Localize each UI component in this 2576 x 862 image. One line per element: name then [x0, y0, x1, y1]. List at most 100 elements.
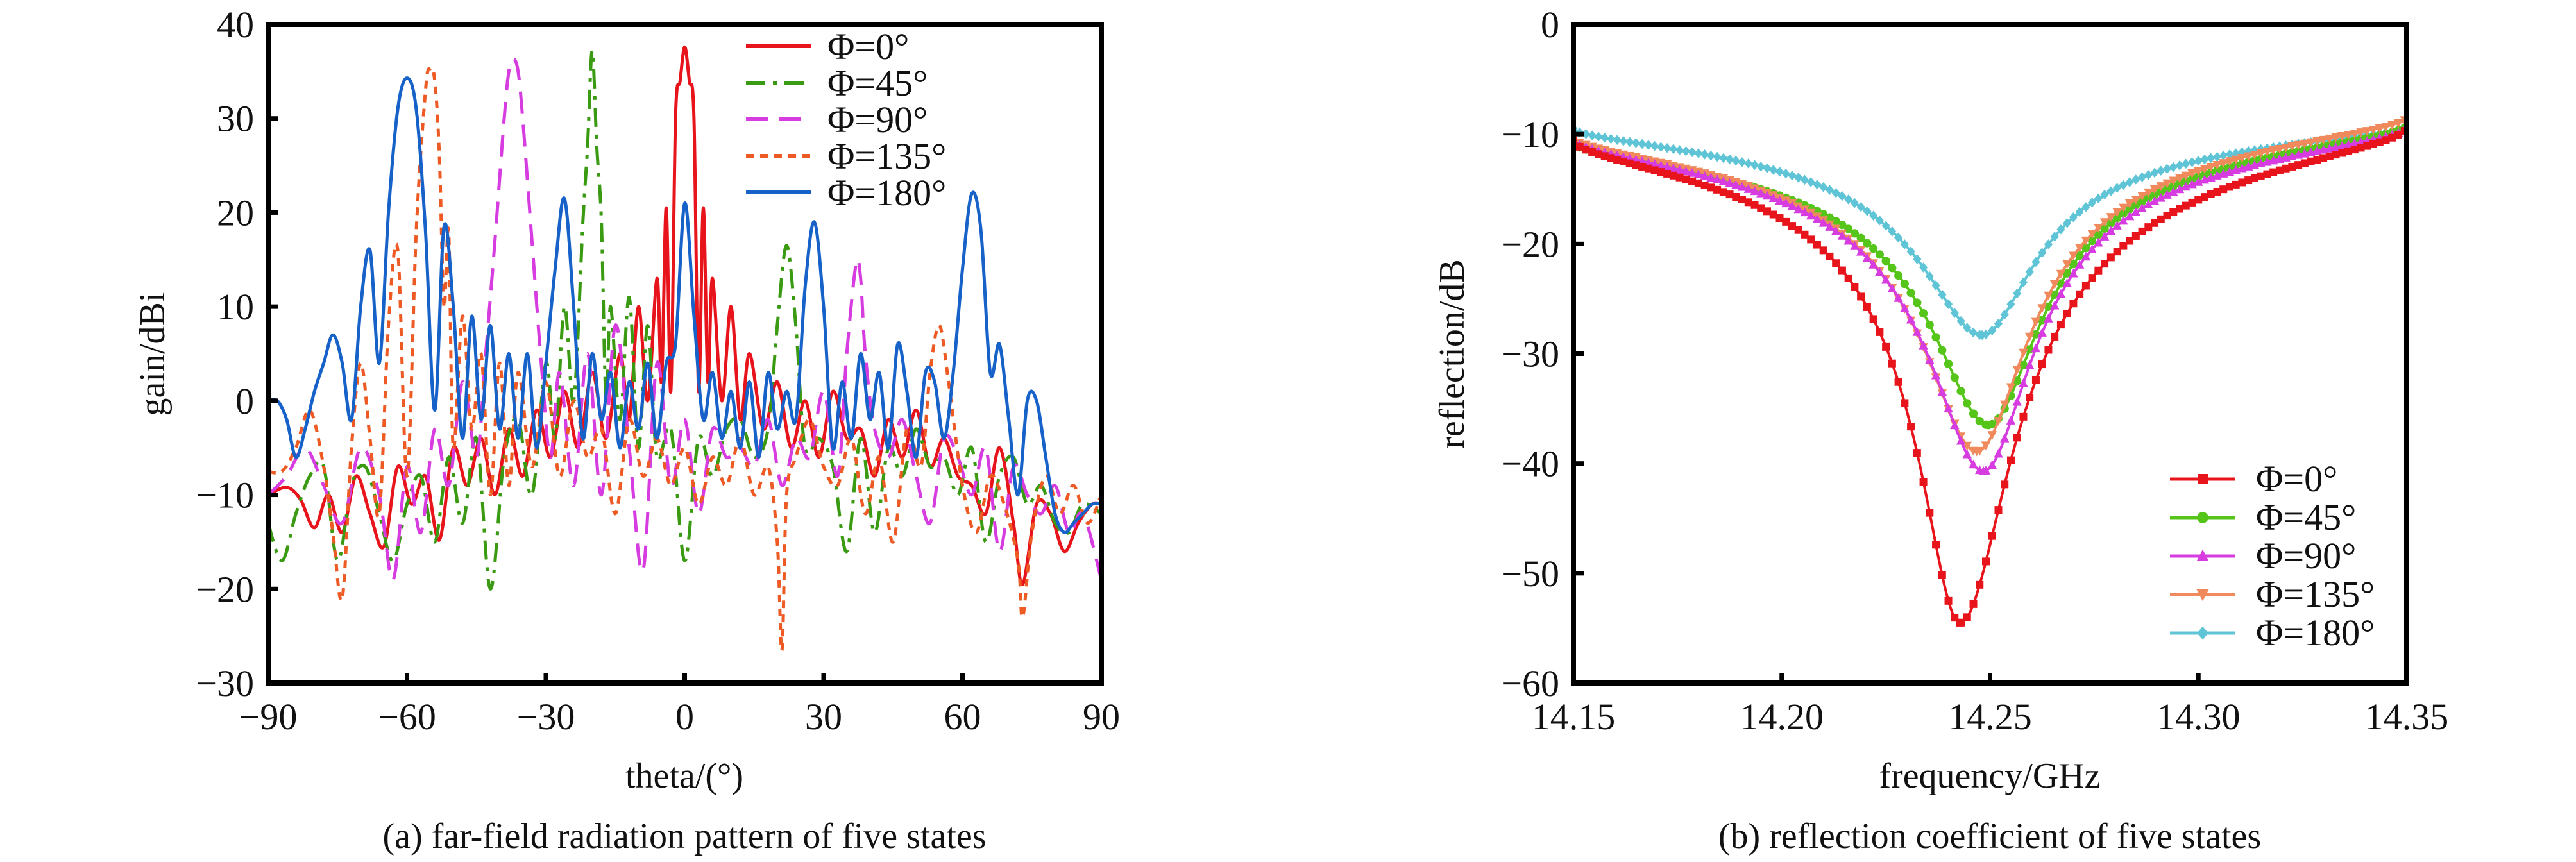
b-data-marker — [2124, 199, 2135, 208]
b-data-marker — [1806, 210, 1816, 220]
b-data-marker — [1919, 308, 1928, 318]
b-data-marker — [2112, 221, 2122, 230]
b-data-marker — [2149, 196, 2160, 205]
a-series-line-3 — [268, 66, 1101, 652]
b-data-marker — [1663, 142, 1672, 153]
b-data-marker — [2094, 193, 2103, 204]
b-data-marker — [2081, 201, 2090, 212]
b-data-marker — [1750, 160, 1759, 171]
b-data-marker — [1632, 161, 1640, 169]
b-data-marker — [1888, 359, 1896, 368]
b-data-marker — [1656, 142, 1665, 152]
b-data-marker — [2212, 161, 2222, 170]
b-data-marker — [1638, 162, 1647, 171]
b-data-marker — [2174, 184, 2185, 194]
b-data-marker — [1950, 373, 1959, 382]
b-data-marker — [1800, 174, 1809, 185]
b-data-marker — [2088, 274, 2096, 282]
b-data-marker — [1743, 184, 1753, 193]
b-data-marker — [2263, 170, 2271, 178]
b-data-marker — [1843, 235, 1853, 245]
b-data-marker — [2131, 232, 2140, 240]
b-data-marker — [1938, 571, 1946, 579]
b-data-marker — [1944, 299, 1953, 309]
b-data-marker — [2031, 343, 2041, 353]
b-data-marker — [1625, 137, 1634, 148]
b-ytick-label: −50 — [1501, 553, 1559, 595]
b-data-marker — [2119, 242, 2128, 250]
b-data-marker — [1869, 315, 1877, 323]
b-data-marker — [2144, 199, 2153, 209]
b-data-marker — [2149, 185, 2160, 194]
b-data-marker — [2375, 138, 2384, 146]
b-data-marker — [2182, 201, 2190, 210]
b-data-marker — [2031, 376, 2040, 384]
b-data-marker — [1788, 170, 1797, 181]
b-data-marker — [1718, 176, 1729, 185]
b-data-marker — [2056, 321, 2065, 329]
b-data-marker — [1900, 303, 1910, 312]
b-data-marker — [1963, 613, 1971, 621]
b-data-marker — [2157, 165, 2165, 176]
b-dip-marker — [1972, 447, 1981, 457]
b-data-marker — [1888, 226, 1897, 237]
b-data-marker — [1894, 292, 1903, 302]
b-data-marker — [1832, 259, 1840, 267]
b-data-marker — [2044, 291, 2053, 301]
b-data-marker — [1707, 183, 1715, 192]
b-data-marker — [2162, 179, 2172, 189]
b-data-marker — [2069, 251, 2078, 261]
b-data-marker — [1875, 267, 1885, 276]
b-data-marker — [2275, 166, 2284, 174]
b-data-marker — [1981, 441, 1991, 451]
b-data-marker — [1976, 580, 1984, 589]
b-data-marker — [1682, 175, 1690, 183]
b-data-marker — [1750, 201, 1759, 209]
b-data-marker — [1819, 210, 1828, 219]
b-data-marker — [1706, 150, 1715, 161]
b-data-marker — [1744, 198, 1752, 207]
b-data-marker — [1581, 129, 1591, 139]
b-data-marker — [1901, 399, 1909, 407]
b-data-marker — [2313, 156, 2321, 164]
b-data-marker — [1969, 600, 1978, 608]
b-data-marker — [2151, 219, 2159, 227]
b-series-line-2 — [1573, 126, 2407, 473]
b-data-marker — [2375, 124, 2384, 133]
b-data-marker — [1607, 154, 1615, 162]
a-legend-label: Φ=180° — [827, 172, 946, 214]
b-data-marker — [2074, 259, 2085, 269]
b-data-marker — [2244, 176, 2253, 185]
b-data-marker — [1719, 188, 1727, 196]
a-ytick-label: 30 — [217, 98, 254, 140]
b-ytick-label: −40 — [1501, 443, 1559, 485]
b-data-marker — [2081, 282, 2090, 290]
b-data-marker — [1688, 177, 1697, 185]
b-data-marker — [1982, 557, 1990, 566]
b-data-marker — [2169, 162, 2178, 173]
b-xtick-label: 14.20 — [1740, 696, 1824, 738]
b-data-marker — [1913, 254, 1922, 264]
b-data-marker — [2019, 360, 2028, 369]
b-data-marker — [2163, 212, 2171, 220]
b-data-marker — [1876, 328, 1884, 336]
b-data-marker — [2081, 251, 2091, 261]
b-data-marker — [2131, 195, 2141, 205]
b-data-marker — [1869, 210, 1878, 221]
b-data-marker — [1950, 420, 1960, 430]
b-data-marker — [1812, 214, 1822, 223]
b-data-marker — [2387, 121, 2397, 130]
b-data-marker — [1950, 308, 1959, 318]
b-dip-marker — [1956, 618, 1964, 627]
b-data-marker — [1644, 164, 1652, 173]
b-data-marker — [1882, 342, 1890, 351]
b-data-marker — [1712, 174, 1722, 183]
b-data-marker — [2012, 366, 2022, 375]
b-caption: (b) reflection coefficient of five state… — [1718, 816, 2261, 856]
b-data-marker — [1725, 154, 1734, 165]
b-data-marker — [1738, 156, 1747, 167]
b-data-marker — [2200, 193, 2208, 201]
b-data-marker — [1588, 130, 1597, 140]
b-data-marker — [1643, 157, 1654, 167]
